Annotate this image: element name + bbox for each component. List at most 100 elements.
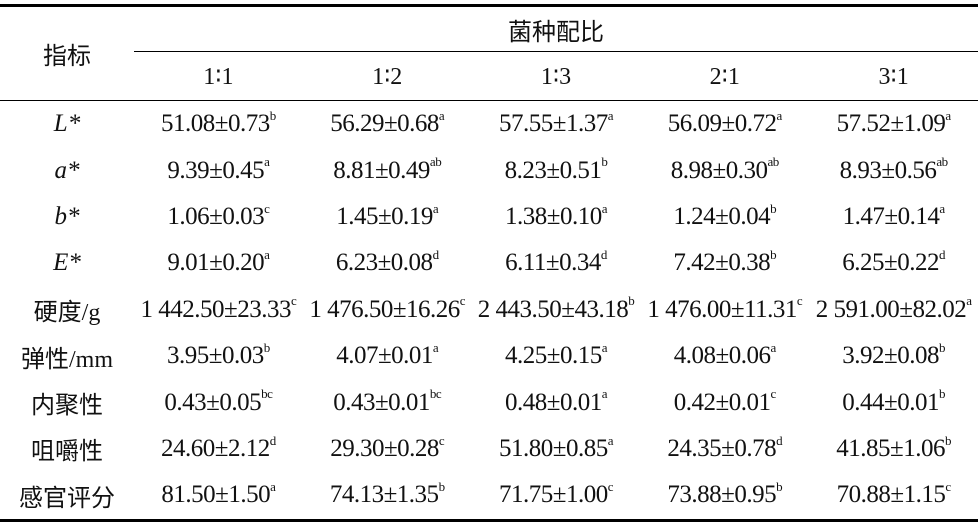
cell-value: 1.24±0.04 bbox=[673, 202, 771, 230]
ratio-header: 1∶1 bbox=[134, 51, 303, 101]
significance-letter: bc bbox=[429, 386, 442, 402]
significance-letter: c bbox=[607, 478, 614, 494]
table-row: 咀嚼性 24.60±2.12d 29.30±0.28c 51.80±0.85a 24.3… bbox=[0, 426, 978, 472]
significance-letter: a bbox=[607, 432, 614, 448]
cell-value: 1 476.00±11.31 bbox=[647, 295, 797, 323]
table-cell: 1 476.50±16.26c bbox=[303, 287, 472, 333]
cell-value: 57.55±1.37 bbox=[498, 110, 608, 138]
table-row: E* 9.01±0.20a 6.23±0.08d 6.11±0.34d 7.42±0.3… bbox=[0, 240, 978, 286]
significance-letter: b bbox=[938, 386, 946, 402]
table-cell: 51.80±0.85a bbox=[472, 426, 641, 472]
cell-value: 8.23±0.51 bbox=[504, 156, 602, 184]
row-label: 咀嚼性 bbox=[31, 439, 103, 466]
table-row: b* 1.06±0.03c 1.45±0.19a 1.38±0.10a 1.24±0.0… bbox=[0, 194, 978, 240]
cell-value: 56.29±0.68 bbox=[330, 110, 439, 138]
table-cell: 9.39±0.45a bbox=[134, 147, 303, 193]
significance-letter: c bbox=[945, 478, 951, 494]
cell-value: 4.25±0.15 bbox=[504, 342, 602, 370]
significance-letter: b bbox=[938, 339, 946, 355]
table-row: 内聚性 0.43±0.05bc 0.43±0.01bc 0.48±0.01a 0.42±… bbox=[0, 379, 978, 425]
table-cell: 1.47±0.14a bbox=[809, 194, 978, 240]
row-label: 感官评分 bbox=[19, 485, 115, 512]
group-header: 菌种配比 bbox=[134, 5, 978, 52]
significance-letter: b bbox=[263, 339, 271, 355]
table-row: a* 9.39±0.45a 8.81±0.49ab 8.23±0.51b 8.98±0.… bbox=[0, 147, 978, 193]
significance-letter: b bbox=[776, 478, 783, 494]
cell-value: 9.01±0.20 bbox=[167, 249, 265, 277]
cell-value: 0.43±0.05 bbox=[164, 388, 262, 416]
cell-value: 2 591.00±82.02 bbox=[815, 295, 967, 323]
significance-letter: a bbox=[776, 107, 783, 123]
cell-value: 8.98±0.30 bbox=[670, 156, 768, 184]
table-cell: 8.93±0.56ab bbox=[809, 147, 978, 193]
table-cell: 0.43±0.05bc bbox=[134, 379, 303, 425]
cell-value: 1 442.50±23.33 bbox=[140, 295, 292, 323]
cell-value: 70.88±1.15 bbox=[836, 481, 946, 509]
table-row: L* 51.08±0.73b 56.29±0.68a 57.55±1.37a 56.09… bbox=[0, 101, 978, 148]
table-cell: 0.43±0.01bc bbox=[303, 379, 472, 425]
table-row: 弹性/mm 3.95±0.03b 4.07±0.01a 4.25±0.15a 4.08±… bbox=[0, 333, 978, 379]
table-cell: 81.50±1.50a bbox=[134, 472, 303, 520]
table-body: L* 51.08±0.73b 56.29±0.68a 57.55±1.37a 56.09… bbox=[0, 101, 978, 521]
significance-letter: c bbox=[291, 293, 297, 309]
header-row-group: 指标 菌种配比 bbox=[0, 5, 978, 101]
row-label: 硬度/g bbox=[33, 300, 101, 327]
significance-letter: c bbox=[264, 200, 270, 216]
table-cell: 8.23±0.51b bbox=[472, 147, 641, 193]
table-row: 硬度/g 1 442.50±23.33c 1 476.50±16.26c 2 443.… bbox=[0, 287, 978, 333]
significance-letter: d bbox=[776, 432, 783, 448]
table-cell: 0.44±0.01b bbox=[809, 379, 978, 425]
significance-letter: c bbox=[459, 293, 466, 309]
table-cell: 3.95±0.03b bbox=[134, 333, 303, 379]
cell-value: 81.50±1.50 bbox=[161, 481, 271, 509]
significance-letter: ab bbox=[429, 154, 442, 170]
table-cell: 0.48±0.01a bbox=[472, 379, 641, 425]
significance-letter: b bbox=[601, 154, 608, 170]
table-cell: 73.88±0.95b bbox=[640, 472, 809, 520]
cell-value: 0.48±0.01 bbox=[504, 388, 602, 416]
cell-value: 4.07±0.01 bbox=[336, 342, 433, 370]
significance-letter: a bbox=[432, 339, 439, 355]
table-cell: 2 591.00±82.02a bbox=[809, 287, 978, 333]
cell-value: 8.93±0.56 bbox=[839, 156, 937, 184]
significance-letter: b bbox=[628, 293, 635, 309]
table-cell: 4.08±0.06a bbox=[640, 333, 809, 379]
significance-letter: a bbox=[270, 478, 276, 494]
significance-letter: ab bbox=[767, 154, 780, 170]
significance-letter: b bbox=[770, 200, 777, 216]
cell-value: 9.39±0.45 bbox=[167, 156, 265, 184]
table-cell: 70.88±1.15c bbox=[809, 472, 978, 520]
cell-value: 51.80±0.85 bbox=[498, 434, 608, 462]
row-label: E* bbox=[53, 249, 81, 277]
row-label-header: 指标 bbox=[0, 5, 134, 101]
significance-letter: bc bbox=[261, 386, 273, 402]
table-cell: 7.42±0.38b bbox=[640, 240, 809, 286]
table-cell: 0.42±0.01c bbox=[640, 379, 809, 425]
table-cell: 29.30±0.28c bbox=[303, 426, 472, 472]
row-label: b* bbox=[54, 202, 80, 230]
table-cell: 57.52±1.09a bbox=[809, 101, 978, 148]
cell-value: 7.42±0.38 bbox=[673, 249, 771, 277]
row-label: 弹性/mm bbox=[20, 346, 113, 373]
cell-value: 1.45±0.19 bbox=[336, 202, 433, 230]
significance-letter: d bbox=[269, 432, 277, 448]
table-cell: 9.01±0.20a bbox=[134, 240, 303, 286]
row-label: L* bbox=[53, 110, 81, 138]
significance-letter: a bbox=[264, 247, 270, 263]
significance-letter: a bbox=[264, 154, 270, 170]
significance-letter: a bbox=[601, 339, 608, 355]
table-cell: 3.92±0.08b bbox=[809, 333, 978, 379]
table-cell: 6.25±0.22d bbox=[809, 240, 978, 286]
table-cell: 1.06±0.03c bbox=[134, 194, 303, 240]
cell-value: 57.52±1.09 bbox=[836, 110, 946, 138]
significance-letter: a bbox=[945, 107, 951, 123]
significance-letter: a bbox=[966, 293, 972, 309]
table-cell: 2 443.50±43.18b bbox=[472, 287, 641, 333]
table-cell: 6.11±0.34d bbox=[472, 240, 641, 286]
ratio-header: 1∶2 bbox=[302, 51, 472, 101]
data-table: 指标 菌种配比 1∶1 1∶2 1∶3 2∶1 3∶1 L* 51.08±0.73… bbox=[0, 4, 978, 522]
cell-value: 6.25±0.22 bbox=[842, 249, 939, 277]
cell-value: 1.38±0.10 bbox=[504, 202, 602, 230]
ratio-header: 2∶1 bbox=[640, 51, 810, 101]
